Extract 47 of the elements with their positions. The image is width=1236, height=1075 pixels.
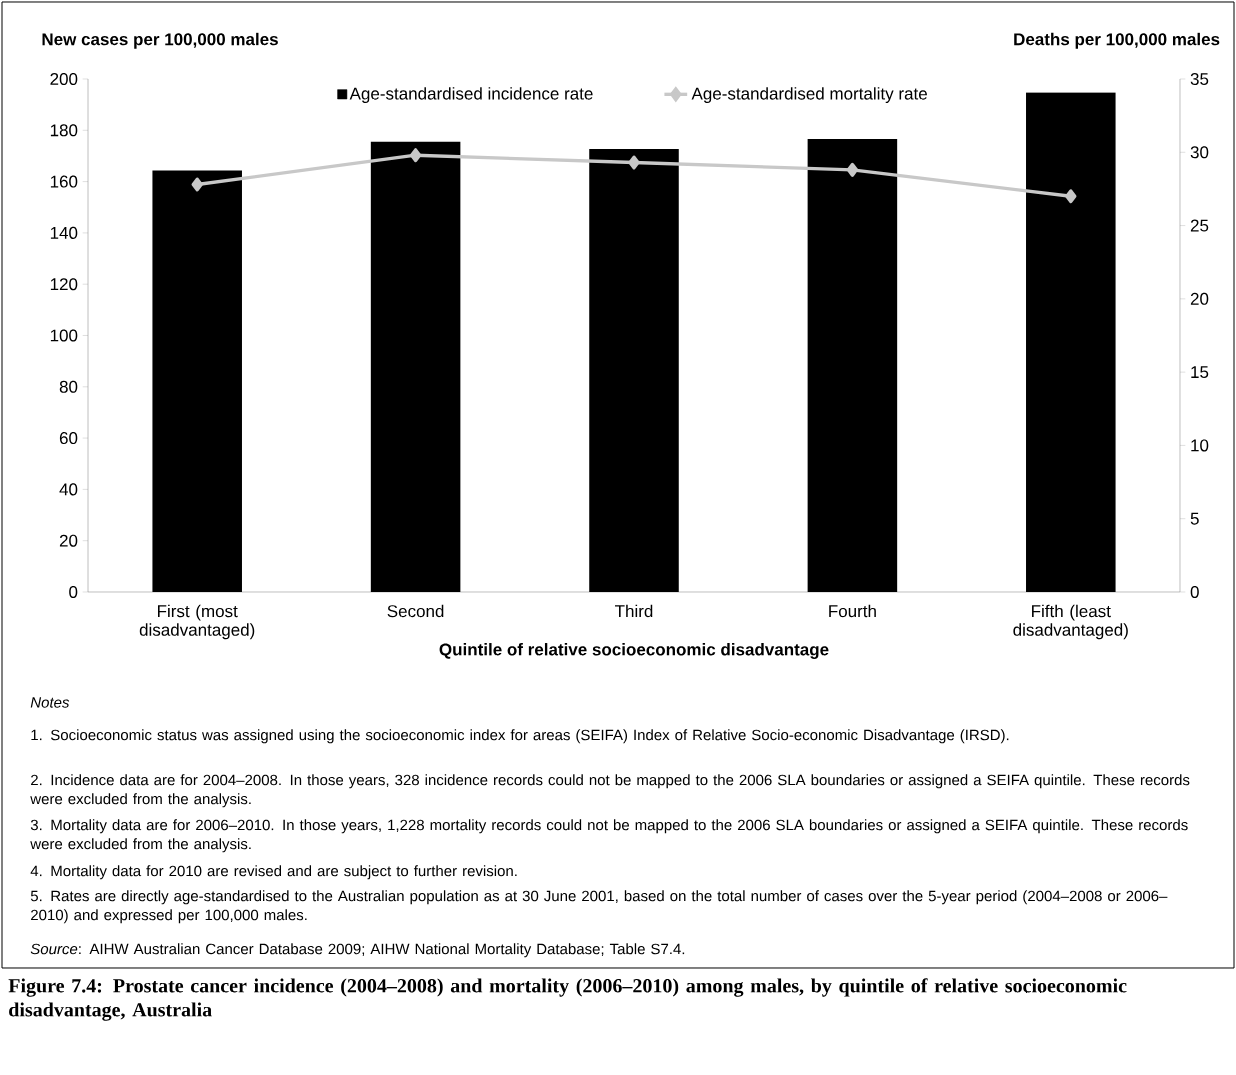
y-tick-label: 180 (50, 124, 78, 137)
y2-tick-label: 5 (1190, 512, 1199, 525)
point (846, 162, 859, 177)
x-tick-label: Second (387, 604, 444, 618)
y-tick-label: 0 (69, 585, 78, 599)
x-axis-title: Quintile of relative socioeconomic disadvantage (439, 643, 829, 659)
text: 3. Mortality data are for 2006–2010. In those years, 1,228 mortality records could not be mapped to the 2006 SLA boundaries or assigned a SEIFA quintile. These records were excluded from the analysis. (30, 819, 1188, 853)
point (628, 155, 640, 170)
text: Notes (30, 697, 70, 708)
y2-tick-label: 30 (1190, 146, 1209, 159)
legend-label: Age-standardised mortality rate (691, 87, 927, 104)
y2-tick-label: 15 (1191, 366, 1209, 379)
x-tick-label: Fourth (829, 604, 876, 618)
x-tick-label: Fifth (least disadvantaged) (1013, 604, 1128, 640)
text: Source: AIHW Australian Cancer Database 2009; AIHW National Mortality Database; Table S7.4. (30, 943, 685, 958)
y2-tick-label: 35 (1190, 72, 1209, 86)
y-tick-label: 160 (50, 175, 78, 188)
text: 5. Rates are directly age-standardised to the Australian population as at 30 June 2001, based on the total number of cases over the 5-year period (2004–2008 or 2006–2010) and expressed per 100,000 males. (30, 890, 1168, 924)
text: 2. Incidence data are for 2004–2008. In those years, 328 incidence records could not be mapped to the 2006 SLA boundaries or assigned a SEIFA quintile. These records were excluded from the analysis. (30, 774, 1190, 808)
y2-axis-title: Deaths per 100,000 males (1014, 32, 1220, 49)
y-tick-label: 20 (59, 534, 78, 547)
point (409, 148, 422, 163)
y-axis-title: New cases per 100,000 males (42, 32, 278, 49)
y-tick-label: 60 (59, 432, 78, 445)
y2-tick-label: 0 (1190, 585, 1199, 599)
x-tick-label: Third (615, 604, 653, 618)
y2-tick-label: 20 (1190, 292, 1209, 305)
y-tick-label: 40 (59, 483, 78, 496)
y2-tick-label: 10 (1191, 439, 1209, 452)
y-tick-label: 200 (50, 72, 78, 86)
y-tick-label: 80 (59, 380, 78, 393)
bar (807, 139, 898, 592)
text: 4. Mortality data for 2010 are revised and are subject to further revision. (30, 865, 517, 880)
y-tick-label: 140 (50, 226, 78, 239)
bar (370, 141, 461, 592)
legend-label: Age-standardised incidence rate (349, 87, 593, 104)
y-tick-label: 100 (50, 329, 78, 342)
bar (1026, 92, 1116, 592)
x-tick-label: First (most disadvantaged) (139, 604, 255, 640)
point (1065, 189, 1077, 204)
text: Figure 7.4: Prostate cancer incidence (2004–2008) and mortality (2006–2010) among males, by quintile of relative socioeconomic disadvantage, Australia (8, 978, 1127, 1021)
y2-tick-label: 25 (1190, 219, 1209, 232)
bar (589, 149, 679, 592)
text: 1. Socioeconomic status was assigned using the socioeconomic index for areas (SEIFA) Index of Relative Socio-economic Disadvantage (IRSD). (31, 729, 1009, 744)
y-tick-label: 120 (50, 278, 78, 291)
point (191, 177, 203, 192)
bar (152, 170, 242, 592)
